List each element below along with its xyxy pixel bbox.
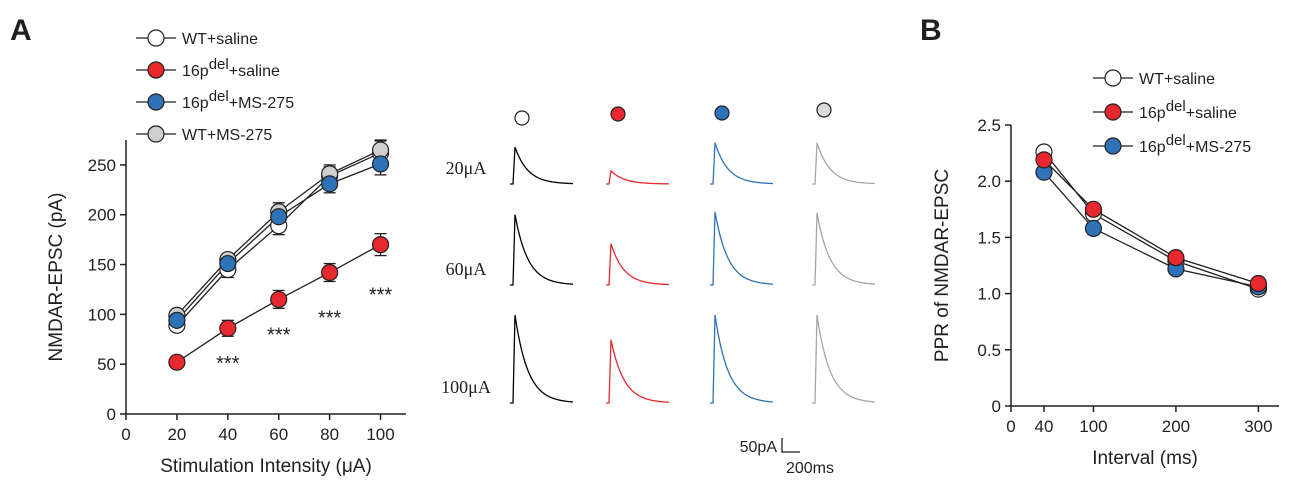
x-tick-label: 60: [269, 425, 288, 444]
epsc-trace: [606, 339, 670, 404]
x-tick-label: 200: [1162, 417, 1190, 436]
trace-row-label: 20μA: [446, 158, 487, 178]
x-tick-label: 0: [1006, 417, 1015, 436]
legend-label: 16pdel+saline: [182, 56, 280, 80]
trace-row-label: 100μA: [441, 377, 491, 397]
significance-annotation: ***: [267, 324, 291, 346]
y-tick-label: 0: [992, 397, 1001, 416]
x-tick-label: 0: [121, 425, 130, 444]
panel-b-legend: WT+saline 16pdel+saline 16pdel+MS-275: [1093, 69, 1251, 156]
condition-marker: [610, 106, 626, 122]
epsc-trace: [710, 314, 774, 404]
legend-label: WT+saline: [1139, 71, 1215, 88]
epsc-trace: [812, 142, 876, 185]
y-axis-label: NMDAR-EPSC (pA): [46, 193, 67, 362]
y-tick-label: 1.5: [977, 228, 1001, 247]
panel-a-letter: A: [10, 14, 32, 47]
x-axis-label: Stimulation Intensity (μA): [160, 456, 372, 477]
x-tick-label: 300: [1244, 417, 1272, 436]
series-line: [1043, 151, 1259, 290]
condition-marker: [816, 102, 832, 118]
legend-label: 16pdel+saline: [1139, 98, 1237, 122]
y-tick-label: 2.5: [977, 116, 1001, 135]
data-point: [1249, 274, 1267, 293]
epsc-trace: [710, 211, 774, 286]
epsc-trace: [510, 314, 574, 404]
epsc-trace: [812, 212, 876, 286]
epsc-trace: [606, 169, 670, 185]
scale-bar: [781, 438, 800, 453]
y-tick-label: 0: [107, 405, 116, 424]
y-axis-label: PPR of NMDAR-EPSC: [932, 169, 953, 362]
legend-marker: [1104, 103, 1122, 121]
legend-marker: [147, 125, 165, 143]
panel-b-chart: 0 0.5 1.0 1.5 2.0 2.5 0 40 100 200 300 Interval (ms…: [932, 116, 1279, 469]
significance-annotation: ***: [318, 307, 342, 329]
scale-bar-amplitude-label: 50pA: [740, 439, 778, 456]
data-point: [219, 254, 237, 273]
y-tick-label: 1.0: [977, 285, 1001, 304]
condition-marker: [514, 110, 530, 126]
x-tick-label: 100: [1079, 417, 1107, 436]
data-point: [270, 208, 288, 226]
y-tick-label: 0.5: [977, 341, 1001, 360]
y-tick-label: 100: [88, 305, 116, 324]
epsc-trace: [510, 214, 574, 286]
data-point: [321, 263, 339, 282]
data-point: [168, 311, 186, 329]
data-point: [270, 290, 288, 309]
data-point: [371, 155, 390, 173]
epsc-trace: [606, 243, 670, 286]
legend-label: 16pdel+MS-275: [1139, 132, 1251, 156]
condition-marker: [714, 105, 730, 121]
data-point: [219, 319, 237, 337]
panel-b-letter: B: [920, 14, 942, 47]
data-point: [1084, 219, 1103, 238]
x-tick-label: 40: [1035, 417, 1054, 436]
legend-marker: [147, 61, 165, 79]
y-tick-label: 150: [88, 256, 116, 275]
panel-a-chart: 0 50 100 150 200 250 0 20 40 60 80 100 Stimulation I…: [46, 139, 406, 477]
data-point: [1035, 151, 1053, 169]
epsc-traces: 20μA 60μA 100μA 50pA 200ms: [441, 102, 876, 477]
legend-marker: [147, 93, 165, 111]
x-tick-label: 80: [320, 425, 339, 444]
scale-bar-time-label: 200ms: [786, 460, 834, 477]
x-axis-label: Interval (ms): [1092, 448, 1198, 469]
data-point: [321, 175, 339, 193]
legend-label: WT+saline: [182, 31, 258, 48]
trace-row-label: 60μA: [446, 259, 487, 279]
x-tick-label: 20: [167, 425, 186, 444]
epsc-trace: [710, 142, 774, 185]
data-point: [371, 236, 390, 254]
x-tick-label: 40: [218, 425, 237, 444]
data-point: [1084, 200, 1103, 218]
epsc-trace: [510, 146, 574, 185]
data-point: [168, 353, 186, 371]
legend-marker: [147, 29, 165, 47]
series-line: [1043, 159, 1259, 285]
y-tick-label: 2.0: [977, 172, 1001, 191]
y-tick-label: 250: [88, 156, 116, 175]
y-tick-label: 50: [97, 355, 116, 374]
panel-a-legend: WT+saline 16pdel+saline 16pdel+MS-275 WT+MS…: [136, 29, 294, 144]
y-tick-label: 200: [88, 206, 116, 225]
epsc-trace: [812, 314, 876, 404]
legend-label: WT+MS-275: [182, 127, 272, 144]
legend-marker: [1104, 69, 1122, 87]
series-line: [1043, 171, 1259, 288]
significance-annotation: ***: [216, 353, 240, 375]
significance-annotation: ***: [369, 284, 393, 306]
legend-label: 16pdel+MS-275: [182, 88, 294, 112]
x-tick-label: 100: [366, 425, 394, 444]
legend-marker: [1104, 137, 1122, 155]
data-point: [1167, 249, 1185, 267]
